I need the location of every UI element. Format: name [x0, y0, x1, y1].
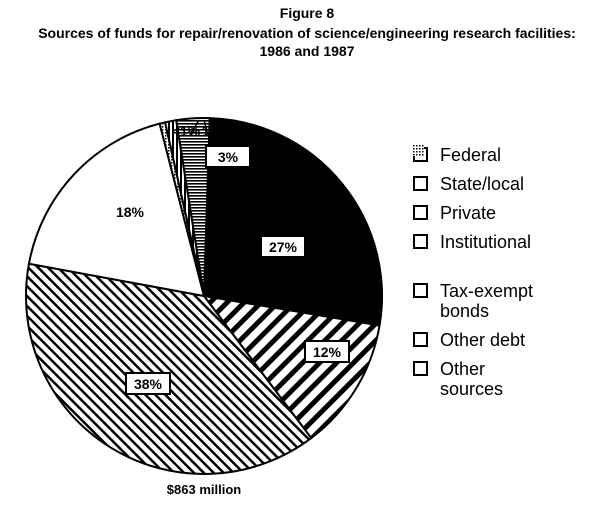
legend-label: Institutional	[440, 232, 532, 252]
label-box	[205, 145, 251, 168]
subtitle-box: Sources of funds for repair/renovation o…	[38, 25, 576, 59]
legend-item: Private	[413, 145, 613, 232]
slice-label: 3%	[218, 149, 239, 165]
legend-item: Institutional	[413, 145, 613, 281]
legend-item: Federal	[413, 145, 613, 174]
legend-label: State/local	[440, 174, 525, 194]
chart-title: Figure 8	[280, 5, 335, 21]
legend: Federal State/local Private Institutional Ta…	[413, 145, 613, 408]
pie-slice	[202, 117, 383, 327]
pie-slice	[163, 119, 205, 297]
leader-line	[203, 119, 209, 136]
slice-label: 18%	[116, 204, 145, 220]
total-label: $863 million	[167, 482, 241, 497]
slice-label: 12%	[313, 344, 342, 360]
legend-swatch	[413, 145, 428, 298]
label-box	[125, 372, 171, 395]
legend-item: Tax-exempt bonds	[413, 145, 613, 330]
leader-line	[189, 119, 200, 136]
legend-label: Other sources	[440, 359, 504, 399]
legend-swatch	[413, 145, 428, 220]
pie-slice	[27, 122, 206, 298]
legend-item: State/local	[413, 145, 613, 203]
legend-swatch	[413, 145, 428, 376]
pie-slice	[25, 262, 313, 475]
legend-swatch	[413, 145, 428, 191]
pie-slice	[201, 294, 381, 440]
legend-item: Other sources	[413, 145, 613, 408]
legend-label: Other debt	[440, 330, 526, 350]
slice-label: 38%	[134, 376, 163, 392]
label-box	[260, 235, 306, 258]
legend-swatch	[413, 145, 428, 347]
slice-label: <1%	[172, 123, 201, 139]
legend-label: Tax-exempt bonds	[440, 281, 534, 321]
legend-item: Other debt	[413, 145, 613, 359]
slice-label: 1%	[202, 123, 223, 139]
label-box	[304, 340, 350, 363]
legend-swatch	[413, 145, 428, 249]
legend-label: Federal	[440, 145, 502, 165]
chart-subtitle: Sources of funds for repair/renovation o…	[38, 25, 576, 59]
slice-label: 27%	[269, 239, 298, 255]
legend-label: Private	[440, 203, 497, 223]
